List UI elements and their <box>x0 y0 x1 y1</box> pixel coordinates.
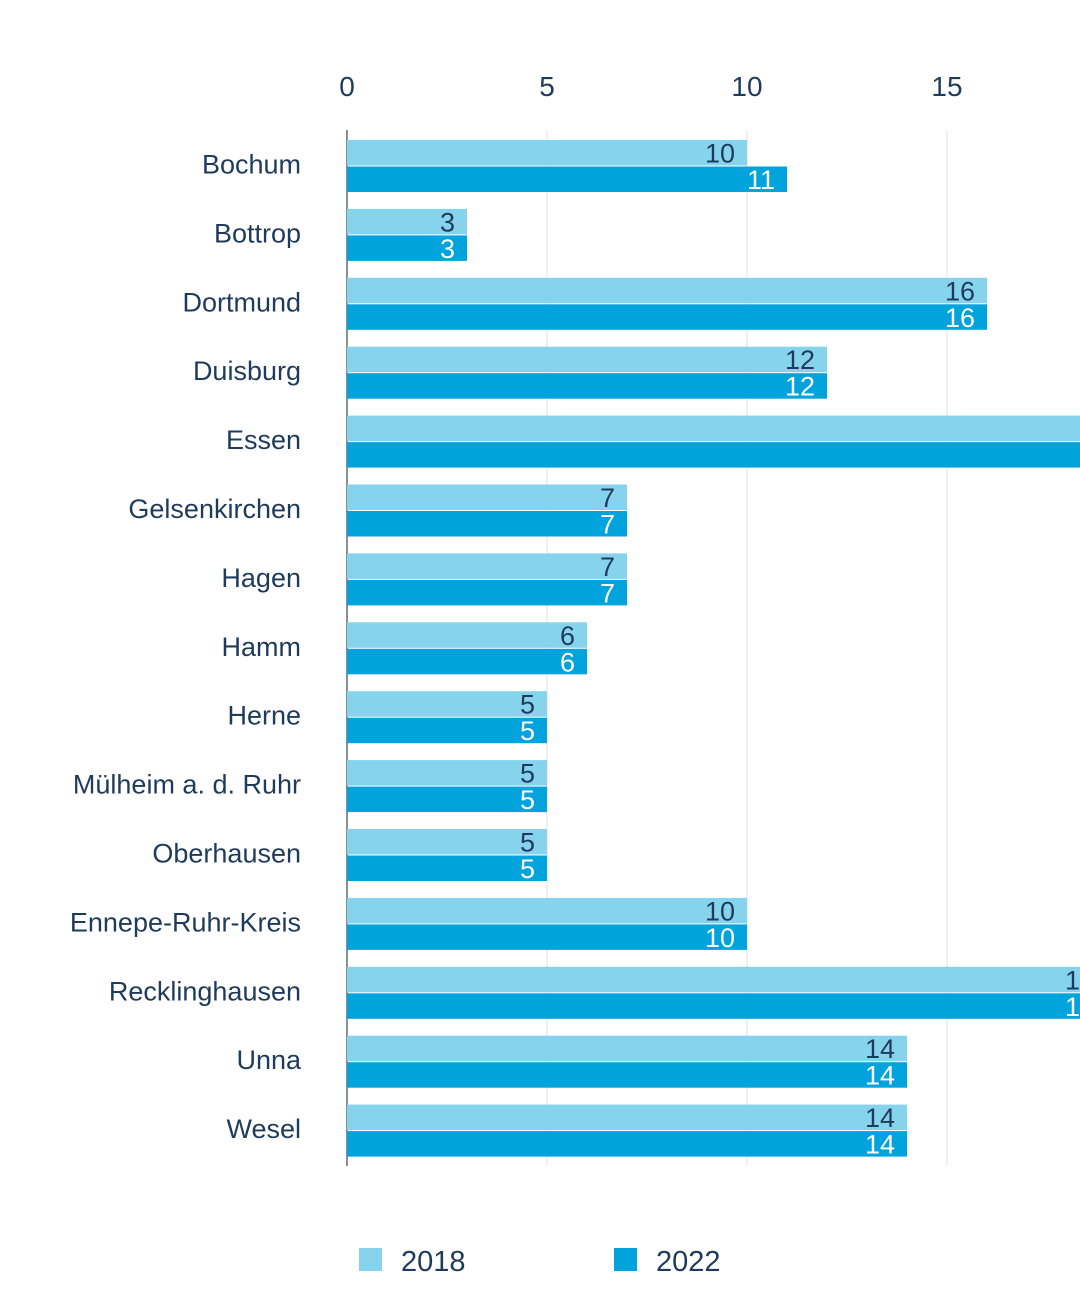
bar-2022 <box>347 717 547 744</box>
x-tick-label: 15 <box>931 71 962 102</box>
category-label: Unna <box>236 1045 302 1075</box>
data-label: 10 <box>705 923 735 953</box>
data-label: 5 <box>520 785 535 815</box>
data-label: 3 <box>440 207 455 237</box>
category-label: Wesel <box>226 1114 301 1144</box>
bar-2018 <box>347 897 747 924</box>
data-label: 19 <box>1065 965 1080 995</box>
bar-2022 <box>347 993 1080 1019</box>
category-label: Bochum <box>202 150 301 180</box>
bar-2022 <box>347 373 827 399</box>
bar-2018 <box>347 966 1080 993</box>
category-label: Essen <box>226 425 301 455</box>
category-label: Gelsenkirchen <box>128 494 301 524</box>
data-label: 14 <box>865 1034 895 1064</box>
data-label: 5 <box>520 716 535 746</box>
data-label: 6 <box>560 647 575 677</box>
bar-2018 <box>347 346 827 373</box>
bar-2022 <box>347 166 787 192</box>
x-tick-label: 10 <box>731 71 762 102</box>
bar-2022 <box>347 1062 907 1088</box>
bar-2018 <box>347 829 547 855</box>
category-label: Recklinghausen <box>109 976 301 1006</box>
data-label: 5 <box>520 690 535 720</box>
bars: 1011331616121221207777665555551010191914… <box>347 139 1080 1160</box>
legend-swatch-2022 <box>614 1248 637 1271</box>
data-label: 16 <box>945 276 975 306</box>
bar-2022 <box>347 924 747 950</box>
data-label: 5 <box>520 854 535 884</box>
bar-2018 <box>347 140 747 166</box>
legend-label-2018: 2018 <box>401 1246 466 1278</box>
legend-label-2022: 2022 <box>656 1246 721 1278</box>
x-tick-label: 0 <box>339 71 355 102</box>
category-label: Dortmund <box>182 287 301 317</box>
bar-2018 <box>347 1035 907 1062</box>
bar-2018 <box>347 415 1080 442</box>
category-label: Bottrop <box>214 218 301 248</box>
data-label: 16 <box>945 303 975 333</box>
data-label: 12 <box>785 372 815 402</box>
legend-swatch-2018 <box>359 1248 382 1271</box>
data-label: 3 <box>440 234 455 264</box>
bar-2018 <box>347 484 627 510</box>
data-label: 7 <box>600 483 615 513</box>
category-label: Duisburg <box>193 356 301 386</box>
data-label: 7 <box>600 552 615 582</box>
bar-2022 <box>347 579 627 606</box>
data-label: 6 <box>560 621 575 651</box>
bar-2022 <box>347 855 547 881</box>
data-label: 19 <box>1065 992 1080 1022</box>
category-label: Hagen <box>221 563 301 593</box>
data-label: 5 <box>520 828 535 858</box>
bar-2022 <box>347 511 627 537</box>
category-label: Oberhausen <box>152 839 301 869</box>
bar-2018 <box>347 208 467 235</box>
bar-2018 <box>347 622 587 648</box>
data-label: 5 <box>520 759 535 789</box>
category-label: Herne <box>227 701 301 731</box>
data-label: 10 <box>705 896 735 926</box>
category-label: Mülheim a. d. Ruhr <box>73 770 301 800</box>
bar-2022 <box>347 304 987 330</box>
data-label: 7 <box>600 578 615 608</box>
bar-2018 <box>347 1104 907 1131</box>
bar-2022 <box>347 648 587 675</box>
category-label: Ennepe-Ruhr-Kreis <box>70 907 301 937</box>
legend: 2018 2022 <box>359 1246 721 1278</box>
bar-2022 <box>347 1131 907 1157</box>
bar-2018 <box>347 760 547 786</box>
bar-2018 <box>347 553 627 579</box>
data-label: 7 <box>600 510 615 540</box>
category-labels: Bochum Bottrop Dortmund Duisburg Essen Gelsen… <box>70 150 302 1145</box>
bar-2022 <box>347 442 1080 468</box>
data-label: 10 <box>705 139 735 169</box>
data-label: 14 <box>865 1103 895 1133</box>
bar-2022 <box>347 786 547 813</box>
x-tick-label: 5 <box>539 71 555 102</box>
data-label: 12 <box>785 345 815 375</box>
bar-2022 <box>347 235 467 261</box>
data-label: 14 <box>865 1061 895 1091</box>
data-label: 14 <box>865 1130 895 1160</box>
bar-2018 <box>347 691 547 717</box>
bar-2018 <box>347 277 987 304</box>
data-label: 11 <box>747 165 775 195</box>
category-label: Hamm <box>222 632 302 662</box>
